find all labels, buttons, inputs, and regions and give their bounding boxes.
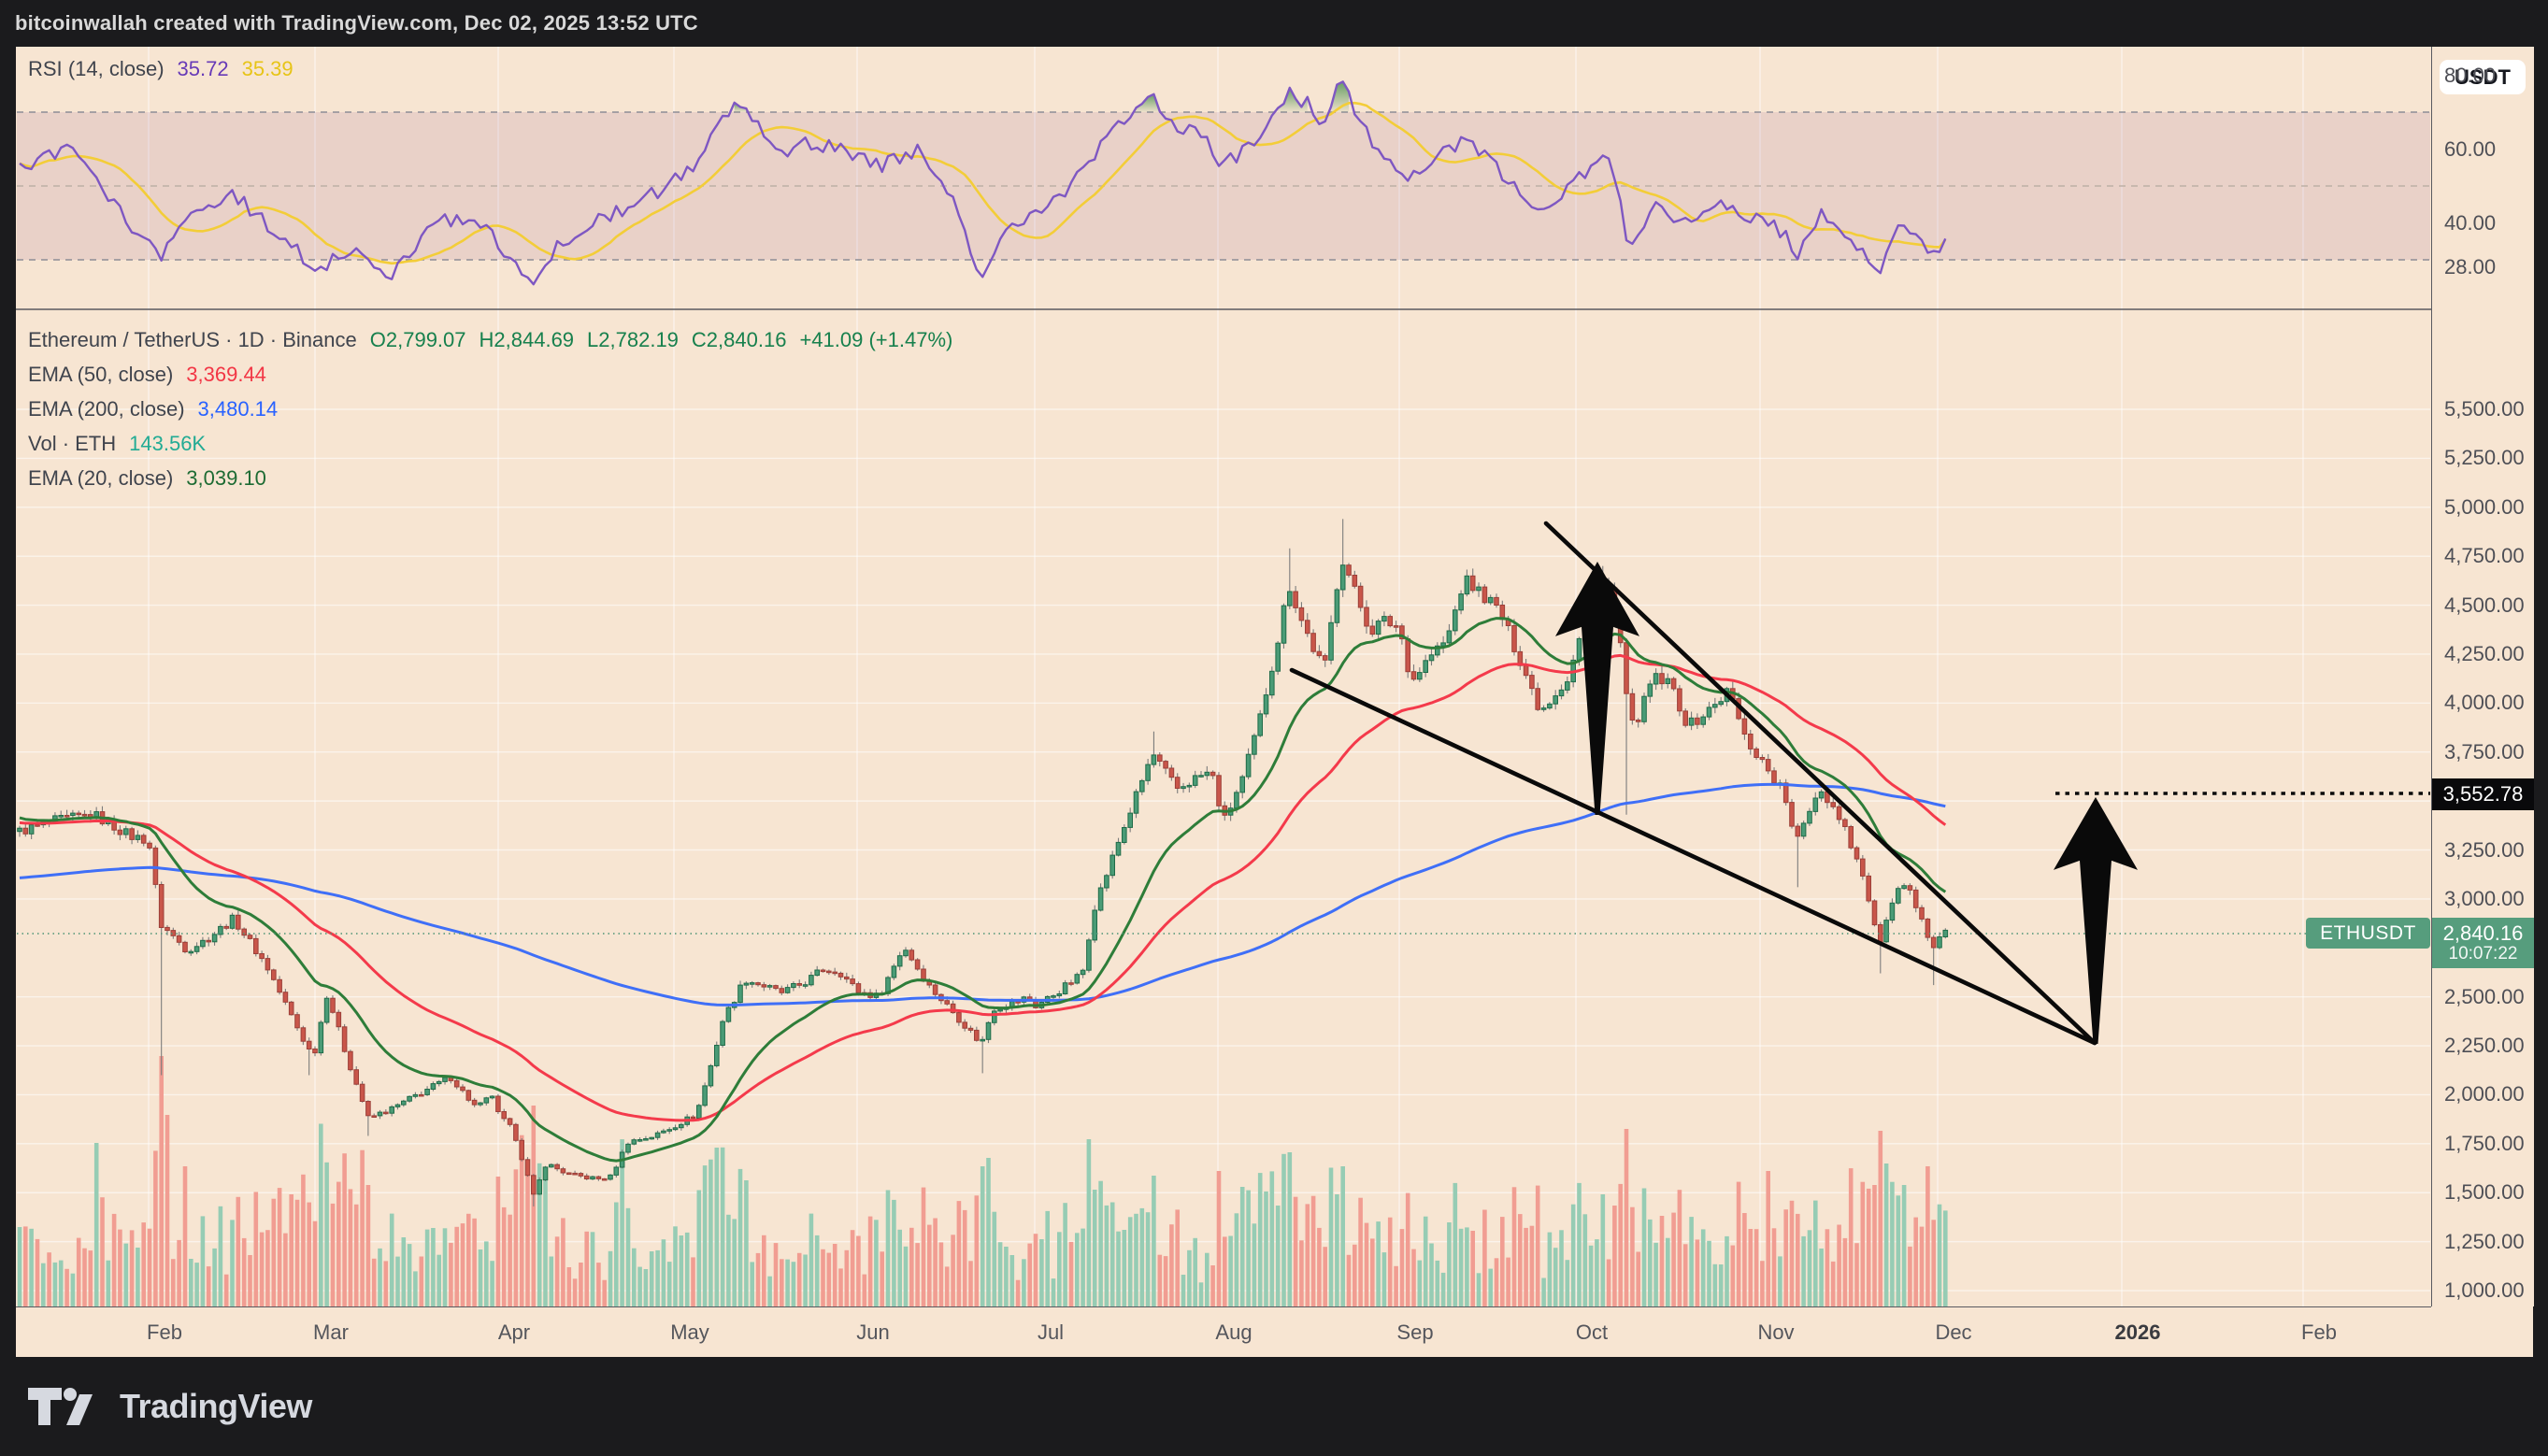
price-axis-label: 5,000.00	[2444, 494, 2525, 519]
price-pane	[17, 408, 2430, 1306]
time-axis-label-oct: Oct	[1575, 1320, 1609, 1344]
price-axis-label: 4,000.00	[2444, 691, 2525, 715]
rsi-pane	[17, 80, 2430, 286]
last-price-value: 2,840.16	[2442, 921, 2524, 946]
price-axis-label: 4,750.00	[2444, 544, 2525, 568]
price-axis-label: 1,500.00	[2444, 1180, 2525, 1205]
price-axis-label: 5,500.00	[2444, 397, 2525, 421]
rsi-axis-label: 28.00	[2444, 254, 2497, 278]
price-axis-label: 5,250.00	[2444, 446, 2525, 470]
tradingview-logo[interactable]: TradingView	[28, 1387, 312, 1426]
breakout-arrow-2[interactable]	[2054, 797, 2138, 1044]
price-axis-label: 2,000.00	[2444, 1082, 2525, 1106]
time-axis-label-apr: Apr	[497, 1320, 531, 1344]
brand-footer: TradingView	[0, 1357, 2548, 1456]
rsi-axis-label: 60.00	[2444, 136, 2497, 161]
target-price-label: 3,552.78	[2432, 778, 2534, 810]
bar-countdown: 10:07:22	[2448, 943, 2518, 964]
price-axis-label: 4,500.00	[2444, 592, 2525, 617]
price-axis-label: 1,000.00	[2444, 1278, 2525, 1303]
price-axis-label: 1,750.00	[2444, 1131, 2525, 1155]
time-axis-label-2026: 2026	[2114, 1320, 2161, 1344]
tradingview-logo-icon	[28, 1388, 93, 1425]
tradingview-wordmark: TradingView	[120, 1387, 312, 1425]
chart-widget	[16, 47, 2533, 1357]
price-axis-label: 2,250.00	[2444, 1034, 2525, 1058]
price-axis-label: 3,250.00	[2444, 837, 2525, 862]
time-axis-label-dec: Dec	[1935, 1320, 1972, 1344]
rsi-axis-label: 80.00	[2444, 63, 2497, 87]
currency-toggle-button[interactable]: USDT	[2440, 60, 2526, 94]
time-axis-label-sep: Sep	[1396, 1320, 1434, 1344]
time-axis-label-jul: Jul	[1037, 1320, 1065, 1344]
time-axis-label-feb: Feb	[2301, 1320, 2337, 1344]
time-axis[interactable]: Feb Mar Apr May Jun Jul Aug Sep Oct Nov Dec 2026 Feb	[16, 1306, 2431, 1358]
volume-bars	[17, 1056, 1948, 1306]
breakout-arrow-1[interactable]	[1555, 562, 1639, 815]
time-axis-label-nov: Nov	[1757, 1320, 1795, 1344]
symbol-price-flag: ETHUSDT	[2306, 918, 2430, 949]
rsi-axis-label: 40.00	[2444, 210, 2497, 235]
time-axis-label-mar: Mar	[313, 1320, 349, 1344]
time-axis-label-may: May	[670, 1320, 709, 1344]
price-axis-label: 4,250.00	[2444, 641, 2525, 665]
price-axis-label: 1,250.00	[2444, 1229, 2525, 1253]
time-axis-label-jun: Jun	[856, 1320, 890, 1344]
price-axis[interactable]: USDT 80.00 60.00 40.00 28.00 5,500.00 5,250.…	[2431, 47, 2534, 1306]
drawings[interactable]	[1289, 521, 2434, 1046]
wedge-lower[interactable]	[1289, 667, 2097, 1046]
publication-title: bitcoinwallah created with TradingView.c…	[15, 11, 698, 35]
price-axis-label: 3,000.00	[2444, 886, 2525, 910]
candles	[17, 519, 1949, 1206]
price-axis-label: 3,750.00	[2444, 739, 2525, 764]
time-axis-label-aug: Aug	[1215, 1320, 1253, 1344]
last-price-label: 2,840.16 10:07:22	[2432, 918, 2534, 968]
wedge-upper[interactable]	[1543, 521, 2097, 1046]
time-axis-label-feb: Feb	[147, 1320, 182, 1344]
publication-header: bitcoinwallah created with TradingView.c…	[0, 0, 2548, 47]
price-axis-label: 2,500.00	[2444, 984, 2525, 1008]
